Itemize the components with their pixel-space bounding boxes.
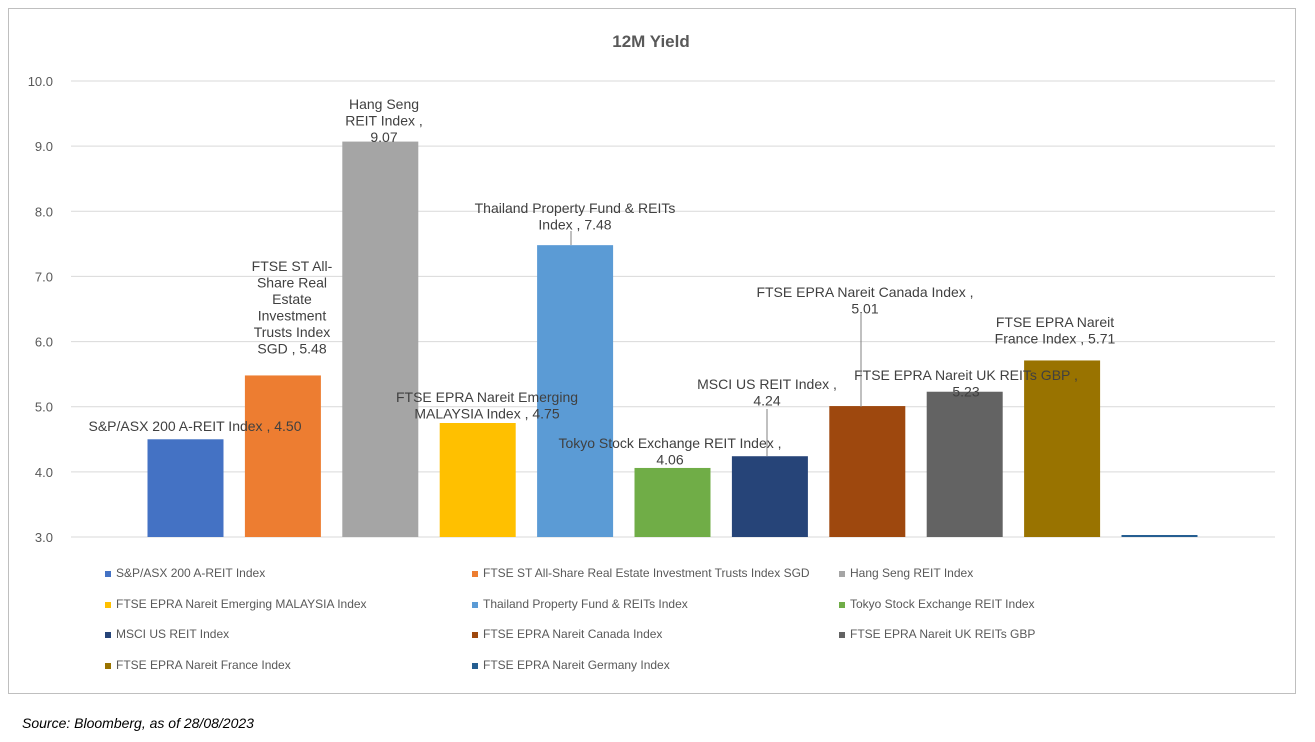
bar — [731, 456, 808, 537]
data-label: Thailand Property Fund & REITs Index , 7.… — [475, 200, 676, 233]
legend-label: FTSE EPRA Nareit Canada Index — [483, 627, 662, 641]
bar — [1121, 535, 1198, 537]
legend-swatch — [105, 602, 111, 608]
data-label: S&P/ASX 200 A-REIT Index , 4.50 — [89, 418, 302, 434]
bar — [829, 406, 906, 537]
legend-label: S&P/ASX 200 A-REIT Index — [116, 566, 265, 580]
legend-label: FTSE EPRA Nareit UK REITs GBP — [850, 627, 1035, 641]
data-label: Hang Seng REIT Index , 9.07 — [345, 96, 423, 145]
y-tick-label: 3.0 — [35, 530, 53, 545]
legend-swatch — [105, 632, 111, 638]
source-note: Source: Bloomberg, as of 28/08/2023 — [22, 715, 254, 731]
data-label: FTSE ST All-Share Real Estate Investment Tr… — [252, 258, 333, 357]
chart-title: 12M Yield — [612, 32, 689, 51]
data-label: Tokyo Stock Exchange REIT Index , 4.06 — [558, 435, 781, 468]
bar — [439, 423, 516, 537]
data-label: MSCI US REIT Index , 4.24 — [697, 376, 837, 409]
legend-swatch — [472, 632, 478, 638]
legend-label: Tokyo Stock Exchange REIT Index — [850, 597, 1035, 611]
legend-swatch — [472, 571, 478, 577]
bar — [634, 467, 711, 537]
bar — [147, 439, 224, 537]
y-tick-label: 9.0 — [35, 139, 53, 154]
legend-label: Thailand Property Fund & REITs Index — [483, 597, 688, 611]
legend-label: MSCI US REIT Index — [116, 627, 229, 641]
legend-label: Hang Seng REIT Index — [850, 566, 973, 580]
bar-chart: 12M Yield 3.0 4.0 5.0 6.0 7.0 8.0 9.0 10.0 S&P/AS… — [28, 32, 1275, 672]
bar — [926, 391, 1003, 537]
legend-swatch — [105, 571, 111, 577]
legend-label: FTSE EPRA Nareit Germany Index — [483, 658, 670, 672]
legend-swatch — [839, 602, 845, 608]
y-tick-label: 10.0 — [28, 74, 53, 89]
y-tick-label: 7.0 — [35, 269, 53, 284]
y-tick-label: 4.0 — [35, 465, 53, 480]
bar — [244, 375, 321, 537]
legend-swatch — [839, 632, 845, 638]
legend-swatch — [839, 571, 845, 577]
chart-frame: 12M Yield 3.0 4.0 5.0 6.0 7.0 8.0 9.0 10.0 S&P/AS… — [8, 8, 1296, 694]
data-label: FTSE EPRA Nareit Emerging MALAYSIA Index … — [396, 389, 578, 422]
data-label: FTSE EPRA Nareit France Index , 5.71 — [995, 314, 1116, 347]
legend-swatch — [472, 602, 478, 608]
bar — [537, 245, 614, 537]
legend-label: FTSE EPRA Nareit France Index — [116, 658, 291, 672]
legend-swatch — [472, 663, 478, 669]
legend-label: FTSE ST All-Share Real Estate Investment… — [483, 566, 810, 580]
data-label: FTSE EPRA Nareit Canada Index , 5.01 — [756, 284, 973, 317]
y-tick-label: 5.0 — [35, 400, 53, 415]
y-tick-label: 6.0 — [35, 335, 53, 350]
legend-label: FTSE EPRA Nareit Emerging MALAYSIA Index — [116, 597, 367, 611]
bar — [342, 141, 419, 537]
data-label: FTSE EPRA Nareit UK REITs GBP , 5.23 — [854, 367, 1078, 400]
bar — [1024, 360, 1101, 537]
y-tick-label: 8.0 — [35, 204, 53, 219]
legend-swatch — [105, 663, 111, 669]
